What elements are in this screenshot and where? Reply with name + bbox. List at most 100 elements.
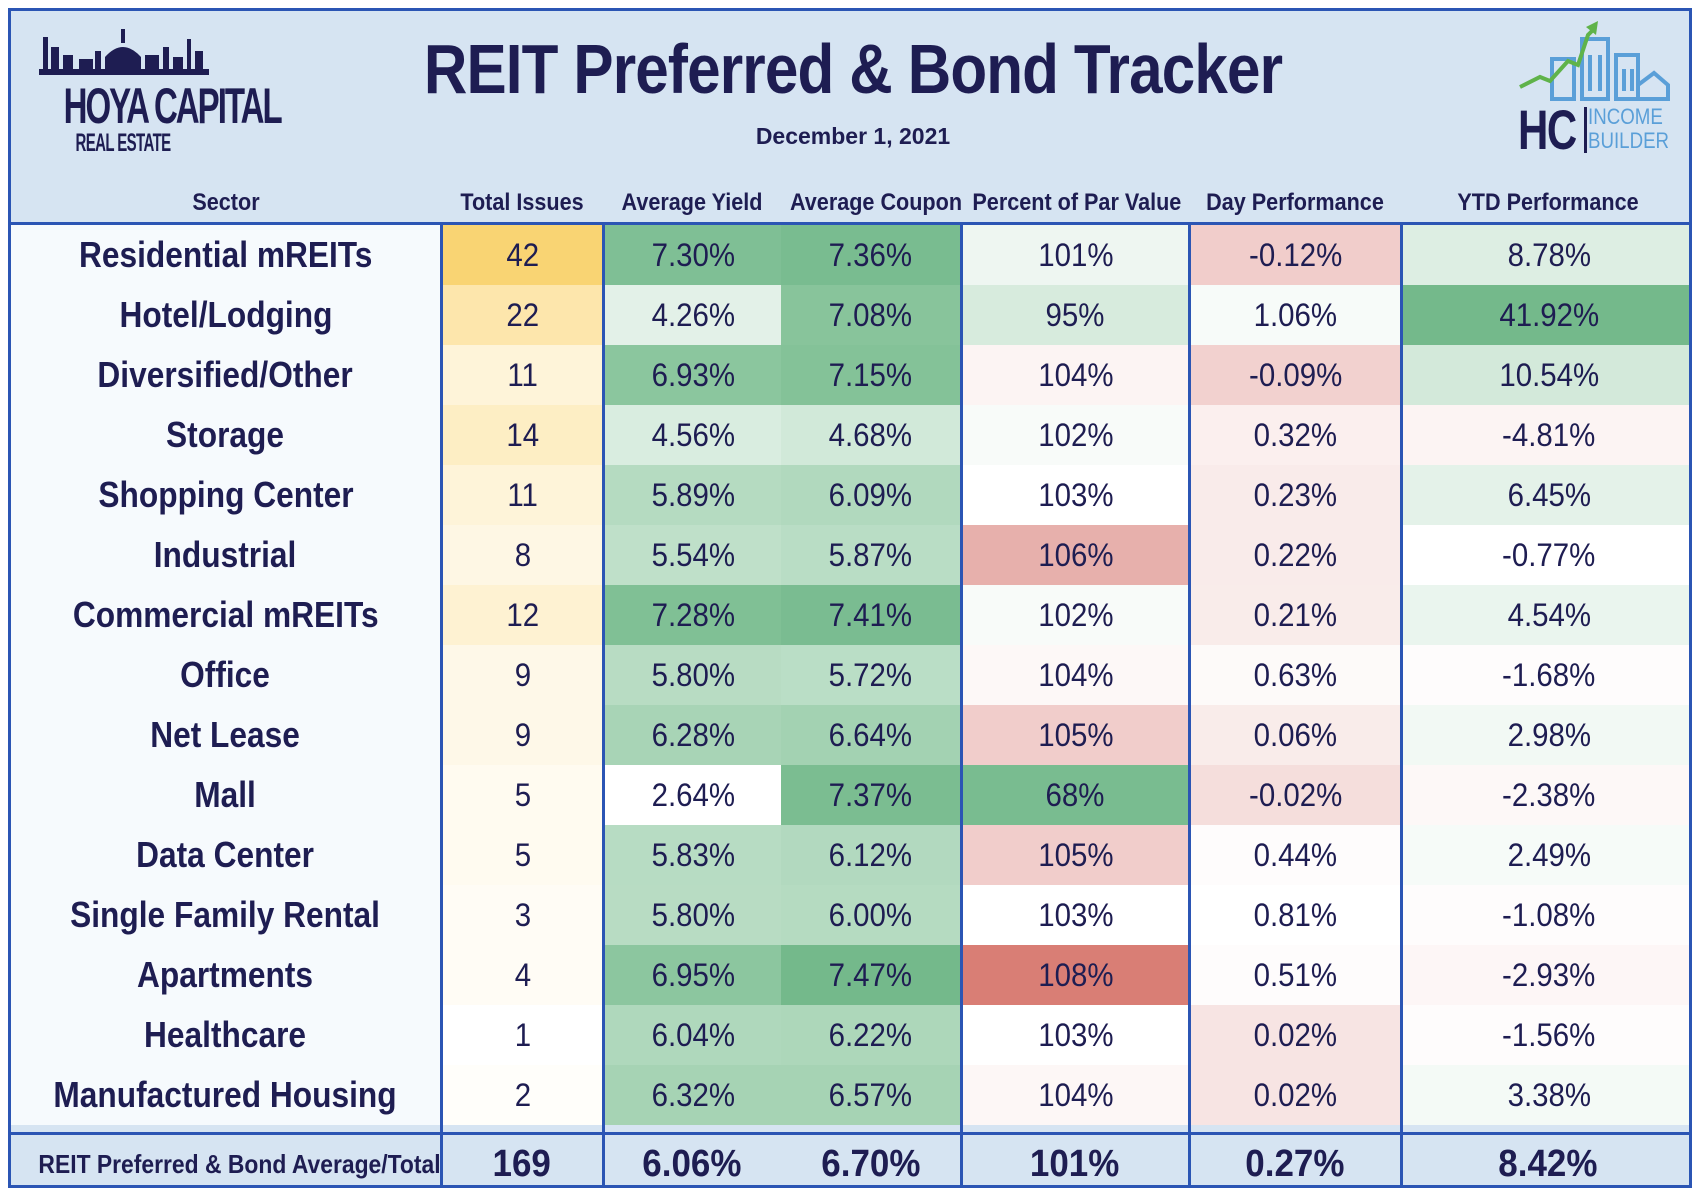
total-issues-cell: 8 <box>443 525 602 585</box>
logo-right-line2: BUILDER <box>1588 128 1670 153</box>
column-divider <box>602 222 605 1185</box>
totals-average-coupon: 6.70% <box>821 1143 921 1185</box>
day-performance-cell-text: 0.21% <box>1253 597 1338 633</box>
percent-of-par-cell: 101% <box>963 225 1188 285</box>
day-performance-cell-text: 0.44% <box>1253 837 1338 873</box>
table-row: Industrial 8 5.54% 5.87% 106% 0.22% -0.77% <box>11 525 1689 585</box>
percent-of-par-cell-text: 103% <box>1037 477 1114 513</box>
column-header-ytd-performance: YTD Performance <box>1457 189 1639 216</box>
logo-right-hc: HC <box>1518 98 1577 161</box>
sector-cell: Manufactured Housing <box>11 1065 440 1125</box>
total-issues-cell-text: 9 <box>514 657 531 693</box>
average-coupon-cell: 7.36% <box>781 225 960 285</box>
ytd-performance-cell: -4.81% <box>1403 405 1689 465</box>
average-yield-cell-text: 7.30% <box>651 237 735 273</box>
ytd-performance-cell: 3.38% <box>1403 1065 1689 1125</box>
sector-cell: Mall <box>11 765 440 825</box>
day-performance-cell-text: 0.22% <box>1253 537 1338 573</box>
column-divider <box>440 222 443 1185</box>
report-date: December 1, 2021 <box>755 123 951 149</box>
day-performance-cell: 0.21% <box>1191 585 1400 645</box>
total-issues-cell: 22 <box>443 285 602 345</box>
page-title: REIT Preferred & Bond Tracker <box>423 30 1283 108</box>
average-coupon-cell: 7.47% <box>781 945 960 1005</box>
average-coupon-cell-text: 6.00% <box>828 897 913 933</box>
day-performance-cell-text: 0.81% <box>1253 897 1338 933</box>
table-row: Residential mREITs 42 7.30% 7.36% 101% -0.12%… <box>11 225 1689 285</box>
day-performance-cell-text: -0.02% <box>1248 777 1343 813</box>
total-issues-cell-text: 4 <box>514 957 531 993</box>
average-yield-cell-text: 5.80% <box>651 657 735 693</box>
sector-cell-text: Commercial mREITs <box>72 594 379 635</box>
total-issues-cell-text: 1 <box>514 1017 531 1053</box>
totals-day-performance: 0.27% <box>1245 1143 1345 1185</box>
ytd-performance-cell-text: -4.81% <box>1502 417 1596 453</box>
percent-of-par-cell-text: 101% <box>1037 237 1114 273</box>
ytd-performance-cell-text: 41.92% <box>1499 297 1599 333</box>
logo-right-line1: INCOME <box>1588 104 1663 129</box>
ytd-performance-cell: -0.77% <box>1403 525 1689 585</box>
table-row: Diversified/Other 11 6.93% 7.15% 104% -0.09% 1… <box>11 345 1689 405</box>
percent-of-par-cell: 106% <box>963 525 1188 585</box>
average-coupon-cell: 6.12% <box>781 825 960 885</box>
income-builder-logo: HC INCOME BUILDER <box>1516 15 1686 161</box>
average-coupon-cell-text: 7.37% <box>828 777 913 813</box>
table-row: Commercial mREITs 12 7.28% 7.41% 102% 0.21% 4.… <box>11 585 1689 645</box>
total-issues-cell-text: 3 <box>514 897 531 933</box>
ytd-performance-cell-text: 10.54% <box>1499 357 1599 393</box>
day-performance-cell-text: 0.02% <box>1253 1017 1338 1053</box>
day-performance-cell: -0.12% <box>1191 225 1400 285</box>
percent-of-par-cell-text: 105% <box>1037 837 1114 873</box>
total-issues-cell-text: 12 <box>506 597 539 633</box>
average-yield-cell: 6.95% <box>605 945 781 1005</box>
day-performance-cell: 0.44% <box>1191 825 1400 885</box>
ytd-performance-cell: 10.54% <box>1403 345 1689 405</box>
ytd-performance-cell-text: -1.68% <box>1502 657 1596 693</box>
buildings-chart-icon <box>1519 21 1670 101</box>
average-coupon-cell-text: 7.41% <box>828 597 913 633</box>
sector-cell: Office <box>11 645 440 705</box>
day-performance-cell: -0.02% <box>1191 765 1400 825</box>
day-performance-cell-text: 0.32% <box>1253 417 1338 453</box>
day-performance-cell: 0.81% <box>1191 885 1400 945</box>
table-row: Storage 14 4.56% 4.68% 102% 0.32% -4.81% <box>11 405 1689 465</box>
totals-average-yield: 6.06% <box>642 1143 742 1185</box>
average-coupon-cell: 4.68% <box>781 405 960 465</box>
sector-cell: Commercial mREITs <box>11 585 440 645</box>
percent-of-par-cell: 105% <box>963 705 1188 765</box>
table-row: Healthcare 1 6.04% 6.22% 103% 0.02% -1.56% <box>11 1005 1689 1065</box>
percent-of-par-cell: 102% <box>963 405 1188 465</box>
total-issues-cell-text: 22 <box>506 297 539 333</box>
average-yield-cell: 7.30% <box>605 225 781 285</box>
percent-of-par-cell-text: 103% <box>1037 897 1114 933</box>
average-yield-cell-text: 5.83% <box>651 837 735 873</box>
percent-of-par-cell-text: 105% <box>1037 717 1114 753</box>
average-coupon-cell: 6.57% <box>781 1065 960 1125</box>
sector-cell: Residential mREITs <box>11 225 440 285</box>
ytd-performance-cell-text: -2.38% <box>1502 777 1596 813</box>
sector-cell-text: Office <box>180 654 271 695</box>
average-yield-cell-text: 5.89% <box>651 477 735 513</box>
total-issues-cell-text: 5 <box>514 837 531 873</box>
total-issues-cell: 4 <box>443 945 602 1005</box>
percent-of-par-cell-text: 106% <box>1037 537 1114 573</box>
percent-of-par-cell-text: 104% <box>1037 357 1114 393</box>
average-yield-cell: 5.80% <box>605 885 781 945</box>
average-yield-cell: 5.80% <box>605 645 781 705</box>
percent-of-par-cell: 103% <box>963 1005 1188 1065</box>
sector-cell: Shopping Center <box>11 465 440 525</box>
ytd-performance-cell-text: 4.54% <box>1507 597 1591 633</box>
average-yield-cell: 5.54% <box>605 525 781 585</box>
ytd-performance-cell: 2.98% <box>1403 705 1689 765</box>
ytd-performance-cell: 6.45% <box>1403 465 1689 525</box>
total-issues-cell: 11 <box>443 465 602 525</box>
percent-of-par-cell: 95% <box>963 285 1188 345</box>
average-coupon-cell: 5.87% <box>781 525 960 585</box>
sector-cell: Diversified/Other <box>11 345 440 405</box>
average-coupon-cell-text: 6.12% <box>828 837 913 873</box>
ytd-performance-cell: -1.56% <box>1403 1005 1689 1065</box>
day-performance-cell-text: -0.12% <box>1248 237 1343 273</box>
day-performance-cell: 0.63% <box>1191 645 1400 705</box>
average-coupon-cell-text: 7.47% <box>828 957 913 993</box>
average-yield-cell-text: 4.26% <box>651 297 735 333</box>
